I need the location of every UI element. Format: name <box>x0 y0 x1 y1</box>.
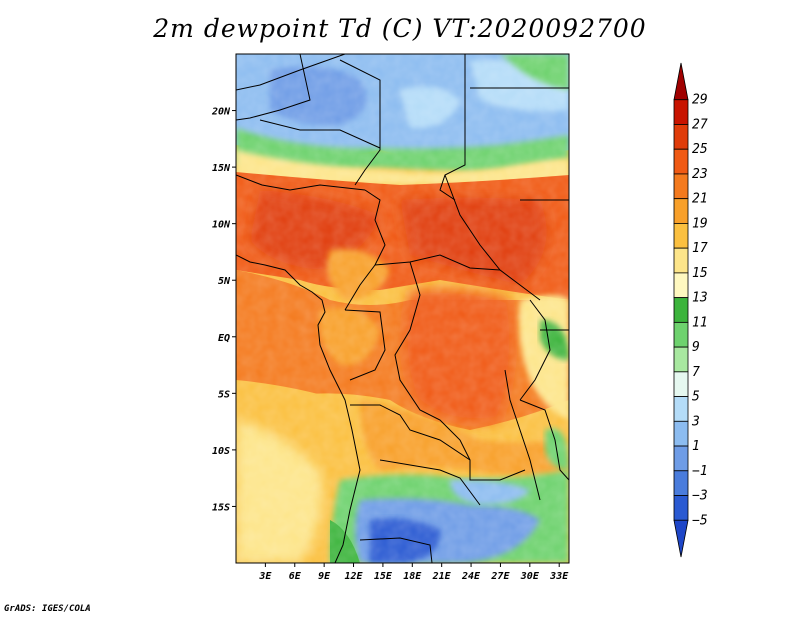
longitude-axis: 3E 6E 9E 12E 15E 18E 21E 24E 27E 30E 33E <box>258 563 569 582</box>
dewpoint-field <box>236 54 569 563</box>
colorbar-segment <box>673 198 689 224</box>
colorbar-segment <box>673 99 689 125</box>
lon-label: 15E <box>374 571 393 582</box>
colorbar-label: −3 <box>692 489 708 504</box>
latitude-axis: 20N 15N 10N 5N EQ 5S 10S 15S <box>211 107 236 513</box>
colorbar-label: 19 <box>692 216 708 231</box>
lat-label: 15N <box>212 163 231 174</box>
lon-label: 30E <box>520 571 540 582</box>
lon-label: 33E <box>549 571 569 582</box>
colorbar-label: 7 <box>692 365 700 380</box>
colorbar-label: 3 <box>691 414 700 429</box>
colorbar-segment <box>673 148 689 175</box>
colorbar-segment <box>673 445 689 472</box>
lat-label: 10S <box>212 446 230 457</box>
colorbar-label: 13 <box>692 291 708 306</box>
colorbar-segment <box>673 124 689 150</box>
lon-label: 27E <box>490 571 510 582</box>
colorbar-label: 11 <box>692 315 708 330</box>
colorbar-segment <box>673 173 689 200</box>
colorbar-label: 27 <box>692 117 708 132</box>
lon-label: 12E <box>344 571 363 582</box>
colorbar-segment <box>673 420 689 447</box>
colorbar-label: 9 <box>692 340 700 355</box>
colorbar-label: −5 <box>692 513 708 528</box>
lat-label: 5S <box>218 389 230 400</box>
lat-label: 15S <box>212 502 230 513</box>
colorbar-segment <box>673 247 689 274</box>
colorbar-segment <box>673 223 689 249</box>
colorbar-segment <box>673 346 689 373</box>
lon-label: 9E <box>318 571 331 582</box>
lon-label: 3E <box>258 571 272 582</box>
lat-label: 10N <box>212 220 231 231</box>
map-frame <box>235 53 570 564</box>
colorbar-segment <box>673 62 689 101</box>
colorbar-label: 15 <box>692 266 708 281</box>
colorbar-label: −1 <box>692 464 708 479</box>
country-borders <box>236 54 569 563</box>
colorbar-segment <box>673 371 689 397</box>
colorbar-label: 23 <box>692 167 708 182</box>
grads-credit: GrADS: IGES/COLA <box>4 604 91 614</box>
colorbar <box>673 62 689 558</box>
colorbar-segment <box>673 470 689 496</box>
lat-label: EQ <box>218 333 230 344</box>
colorbar-segment <box>673 297 689 323</box>
map-title: 2m dewpoint Td (C) VT:2020092700 <box>153 14 647 43</box>
colorbar-segment <box>673 519 689 558</box>
colorbar-label: 1 <box>692 439 700 454</box>
colorbar-segment <box>673 495 689 521</box>
lon-label: 24E <box>461 571 481 582</box>
lon-label: 18E <box>403 571 422 582</box>
colorbar-segment <box>673 272 689 299</box>
colorbar-segment <box>673 396 689 422</box>
colorbar-label: 21 <box>692 192 708 207</box>
lat-label: 20N <box>211 107 231 118</box>
lat-label: 5N <box>218 276 231 287</box>
colorbar-label: 29 <box>692 93 708 108</box>
colorbar-label: 17 <box>692 241 708 256</box>
colorbar-segment <box>673 321 689 348</box>
lon-label: 6E <box>289 571 302 582</box>
colorbar-label: 5 <box>692 390 700 405</box>
colorbar-labels: 29 27 25 23 21 19 17 15 13 11 9 7 5 3 1 −1 −3 −5 <box>691 93 708 529</box>
lon-label: 21E <box>432 571 452 582</box>
colorbar-label: 25 <box>692 142 708 157</box>
